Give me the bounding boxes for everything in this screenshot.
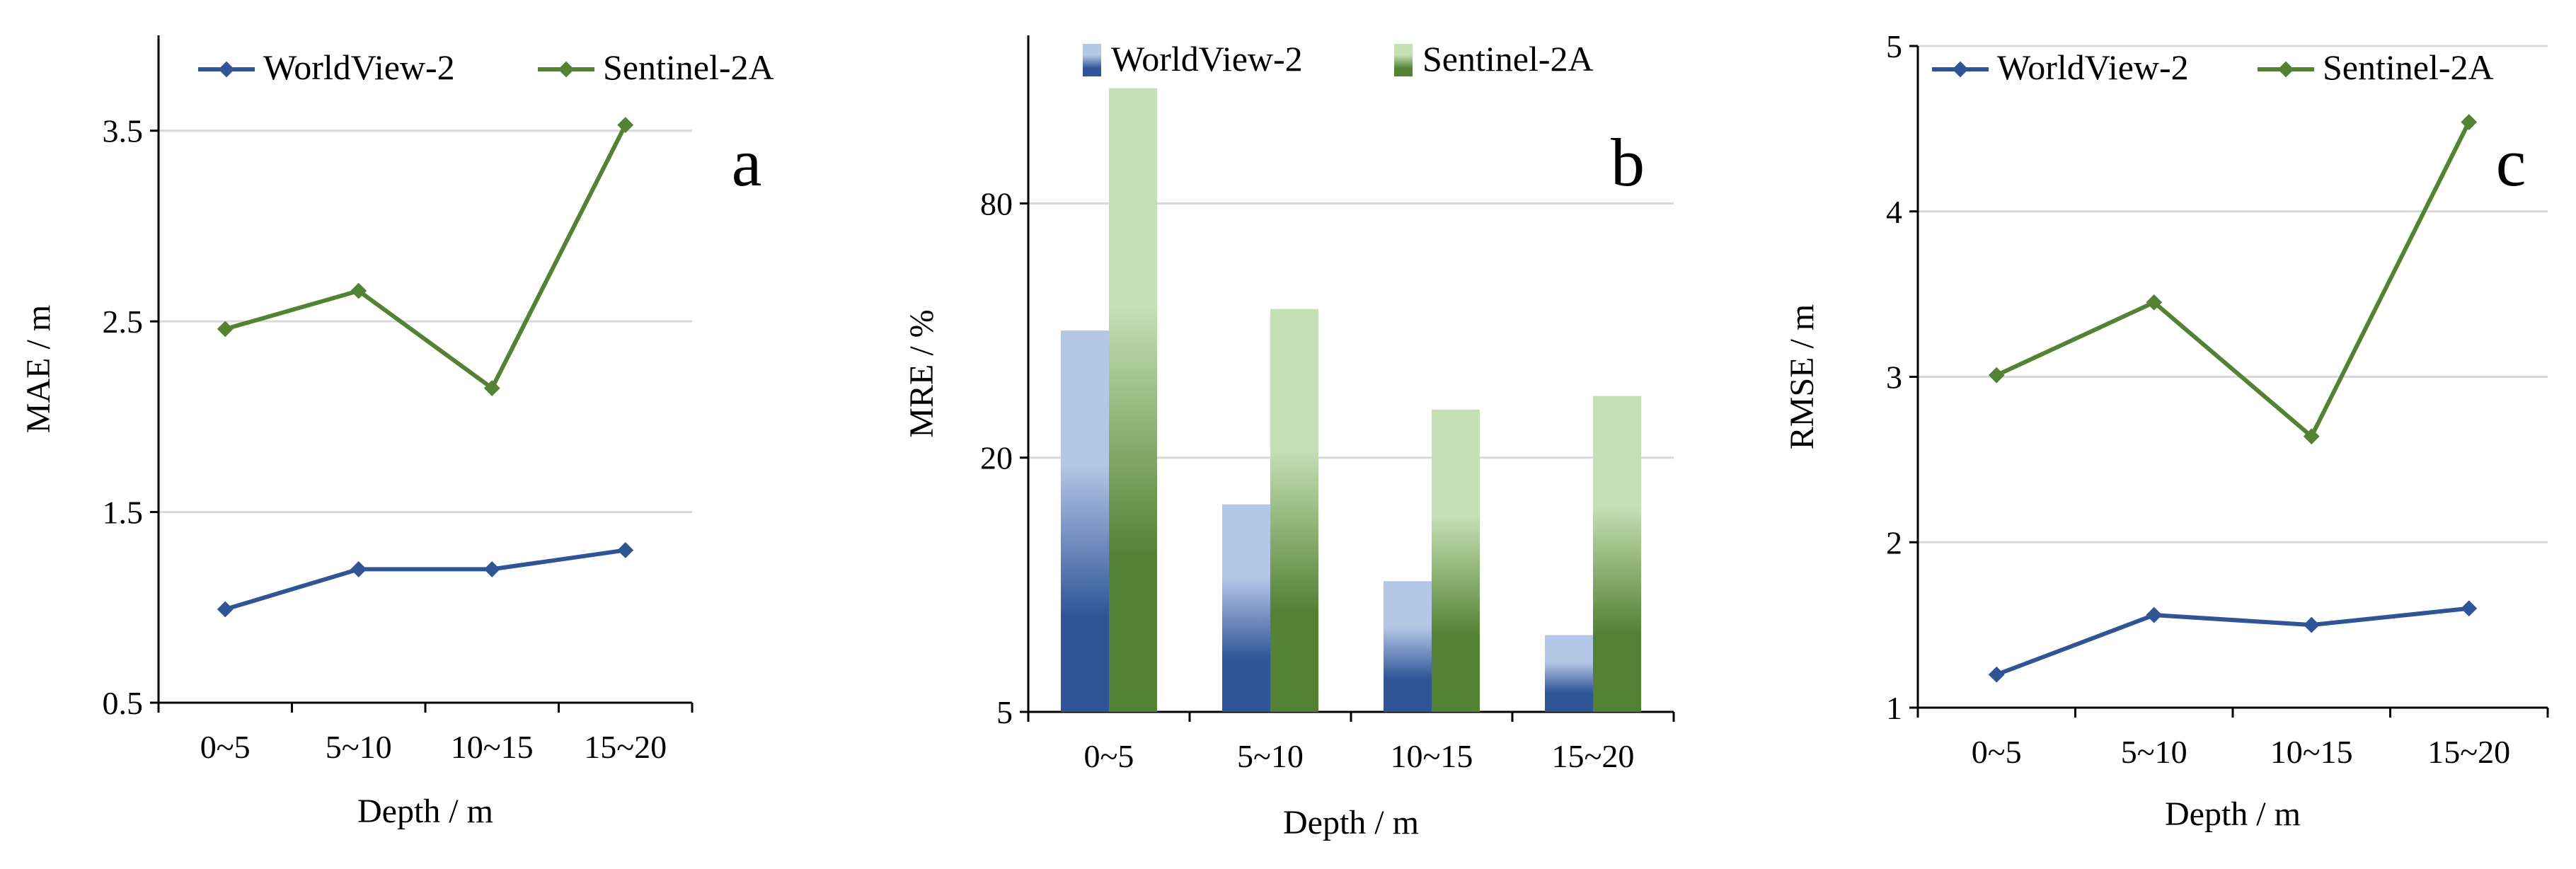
bar-b-0 xyxy=(1061,330,1109,713)
chart-panel-b: 5 20 80 0~5 5~10 10~15 15~20 Depth / m MRE / % b W… xyxy=(903,35,1675,841)
x-tick-label-b: 0~5 xyxy=(1084,738,1134,774)
panel-label-b: b xyxy=(1611,125,1645,200)
bar-b-0 xyxy=(1545,635,1593,712)
data-point-c-1 xyxy=(2146,294,2163,311)
series-line-a-1 xyxy=(224,124,628,391)
x-tick-label-a: 0~5 xyxy=(200,729,251,765)
x-axis-title-c: Depth / m xyxy=(2165,795,2301,833)
data-point-a-1 xyxy=(483,380,500,396)
bar-b-1 xyxy=(1593,396,1641,712)
data-point-c-0 xyxy=(1988,666,2005,683)
y-axis-title-a: MAE / m xyxy=(20,305,57,433)
y-tick-label-b: 20 xyxy=(980,440,1013,476)
x-tick-label-c: 0~5 xyxy=(1972,734,2022,770)
x-tick-label-c: 5~10 xyxy=(2121,734,2187,770)
data-point-c-1 xyxy=(2461,114,2478,130)
legend-label-c-0: WorldView-2 xyxy=(1997,47,2189,87)
data-point-a-1 xyxy=(350,282,367,299)
bar-b-1 xyxy=(1270,309,1318,712)
y-tick-label-c: 1 xyxy=(1886,690,1902,726)
bar-b-1 xyxy=(1109,88,1157,712)
x-tick-label-c: 15~20 xyxy=(2427,734,2510,770)
y-tick-label-c: 2 xyxy=(1886,524,1902,560)
legend-marker-c-0 xyxy=(1952,61,1969,78)
legend-label-c-1: Sentinel-2A xyxy=(2323,47,2494,87)
y-tick-label-c: 5 xyxy=(1886,28,1902,64)
chart-panel-a: 0.5 1.5 2.5 3.5 0~5 5~10 10~15 15~20 Depth / m MA… xyxy=(20,35,774,830)
y-tick-label-b: 5 xyxy=(996,694,1013,730)
y-tick-label-a: 1.5 xyxy=(103,495,144,531)
data-point-a-1 xyxy=(617,117,634,134)
chart-panel-c: 1 2 3 4 5 0~5 5~10 10~15 15~20 Depth / m RMSE / m c… xyxy=(1783,28,2549,833)
legend-label-b-1: Sentinel-2A xyxy=(1422,39,1594,79)
panel-label-c: c xyxy=(2496,125,2526,200)
x-tick-label-b: 5~10 xyxy=(1237,738,1304,774)
x-tick-label-a: 10~15 xyxy=(451,729,534,765)
y-tick-label-a: 0.5 xyxy=(103,685,144,721)
panel-label-a: a xyxy=(732,125,762,200)
legend-marker-a-0 xyxy=(218,61,235,78)
y-tick-label-a: 2.5 xyxy=(103,304,144,340)
series-line-a-0 xyxy=(224,548,626,611)
legend-label-b-0: WorldView-2 xyxy=(1111,39,1303,79)
y-axis-title-b: MRE / % xyxy=(903,309,941,437)
series-line-c-1 xyxy=(1995,121,2471,439)
x-axis-title-a: Depth / m xyxy=(357,793,493,830)
legend-label-a-0: WorldView-2 xyxy=(263,47,455,87)
data-point-c-1 xyxy=(2303,428,2320,445)
data-point-a-0 xyxy=(483,560,500,577)
x-tick-label-a: 5~10 xyxy=(326,729,392,765)
legend-swatch-b-0 xyxy=(1083,44,1101,76)
bar-b-0 xyxy=(1222,504,1270,712)
data-point-a-0 xyxy=(217,601,234,618)
data-point-c-0 xyxy=(2146,606,2163,623)
x-tick-label-b: 15~20 xyxy=(1552,738,1635,774)
legend-marker-a-1 xyxy=(558,61,575,78)
data-point-c-0 xyxy=(2303,616,2320,633)
data-point-a-1 xyxy=(217,321,234,338)
legend-label-a-1: Sentinel-2A xyxy=(603,47,774,87)
y-axis-title-c: RMSE / m xyxy=(1783,304,1821,449)
data-point-a-0 xyxy=(617,542,634,558)
series-line-c-0 xyxy=(1996,606,2470,677)
y-tick-label-b: 80 xyxy=(980,185,1013,221)
x-axis-title-b: Depth / m xyxy=(1283,804,1419,841)
bar-b-1 xyxy=(1432,409,1480,712)
data-point-c-0 xyxy=(2461,600,2478,617)
data-point-a-0 xyxy=(350,560,367,577)
bar-b-0 xyxy=(1384,581,1432,712)
x-tick-label-b: 10~15 xyxy=(1391,738,1473,774)
data-point-c-1 xyxy=(1988,367,2005,384)
x-tick-label-a: 15~20 xyxy=(584,729,667,765)
y-tick-label-c: 4 xyxy=(1886,194,1902,230)
legend-swatch-b-1 xyxy=(1394,44,1413,76)
y-tick-label-a: 3.5 xyxy=(103,113,144,149)
x-tick-label-c: 10~15 xyxy=(2270,734,2353,770)
y-tick-label-c: 3 xyxy=(1886,359,1902,396)
legend-marker-c-1 xyxy=(2277,61,2294,78)
